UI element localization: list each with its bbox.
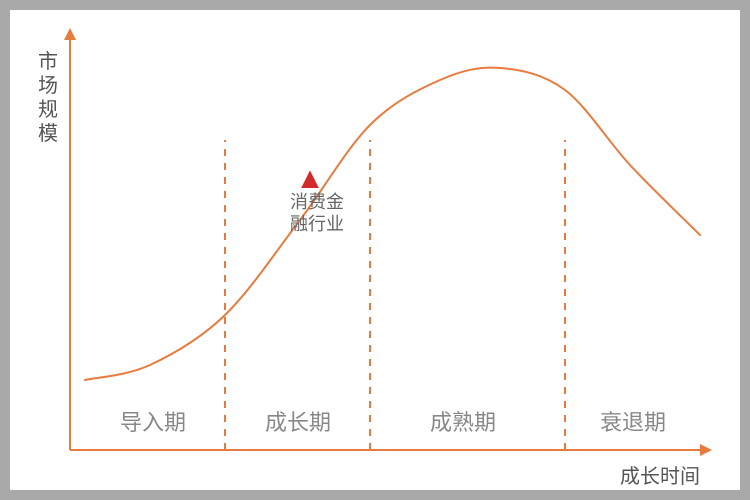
phase-label-growth: 成长期 [265, 405, 331, 437]
phase-label-decline: 衰退期 [600, 405, 666, 437]
marker-triangle-icon [301, 170, 319, 188]
marker-label-line2: 融行业 [290, 214, 344, 234]
phase-label-intro: 导入期 [120, 405, 186, 437]
y-axis-label: 市场规模 [38, 50, 58, 146]
marker-label: 消费金 融行业 [290, 192, 360, 235]
chart-canvas: 市场规模 成长时间 导入期 成长期 成熟期 衰退期 消费金 融行业 [10, 10, 740, 490]
phase-label-maturity: 成熟期 [430, 405, 496, 437]
x-axis-label: 成长时间 [620, 460, 700, 489]
chart-frame: 市场规模 成长时间 导入期 成长期 成熟期 衰退期 消费金 融行业 [0, 0, 750, 500]
marker-label-line1: 消费金 [290, 192, 344, 212]
